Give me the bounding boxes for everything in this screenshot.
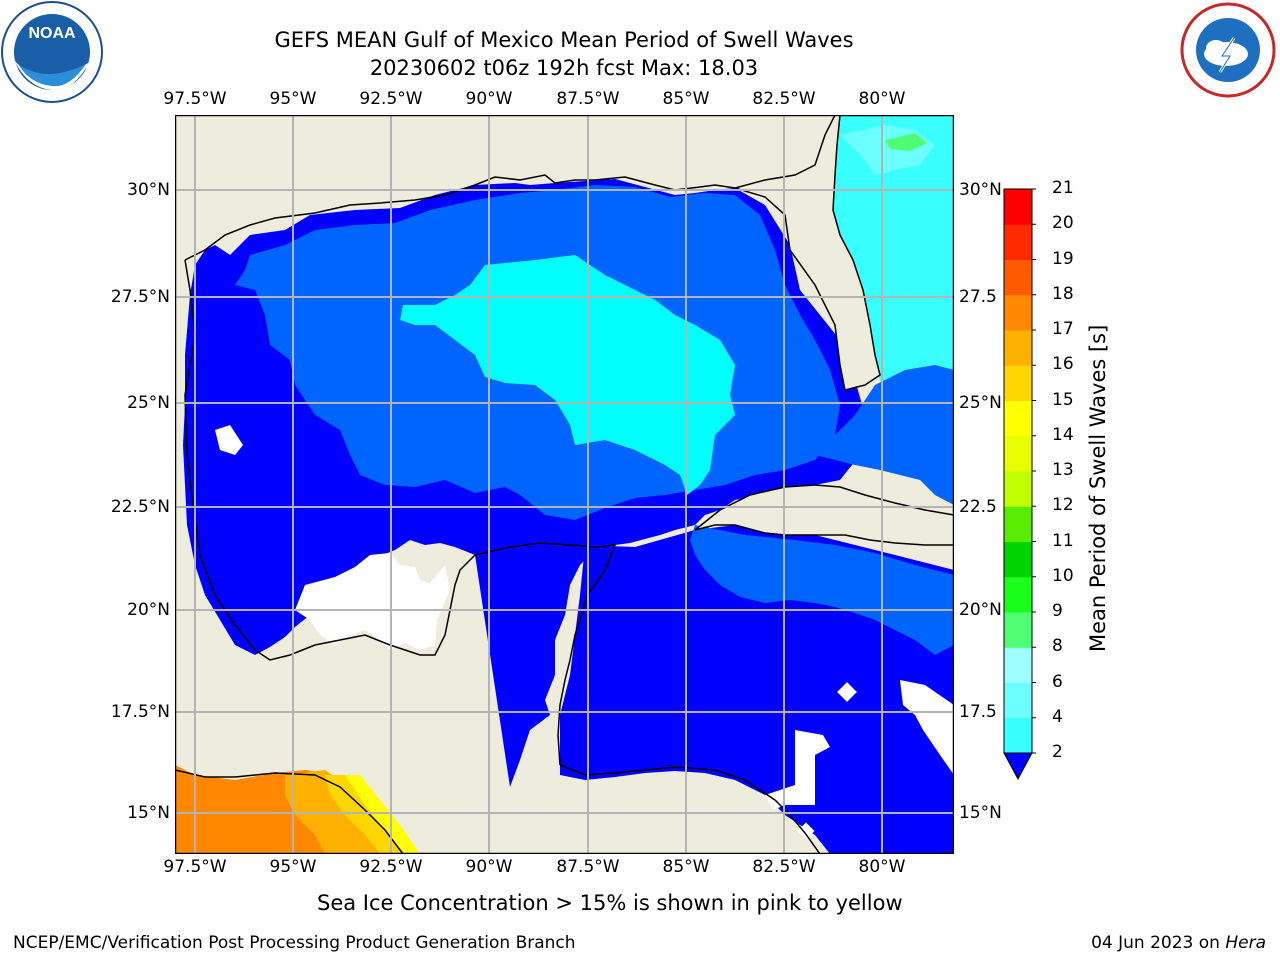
footer-machine: Hera <box>1225 933 1266 953</box>
footer-date: 04 Jun 2023 on Hera <box>1091 933 1266 953</box>
colorbar-segment <box>1004 365 1032 401</box>
pacific-coastline <box>175 769 404 854</box>
pacific-yellow-band <box>345 775 420 854</box>
colorbar-tick-label: 21 <box>1052 178 1074 198</box>
central-america-coastline <box>559 764 821 854</box>
no-data-patch-east-caribbean <box>900 680 954 775</box>
colorbar-tick-label: 11 <box>1052 530 1074 551</box>
sea-ice-note: Sea Ice Concentration > 15% is shown in … <box>317 891 903 915</box>
colorbar-tick-label: 4 <box>1052 706 1063 727</box>
lon-tick-bottom: 97.5°W <box>163 857 227 877</box>
colorbar-tick-label: 8 <box>1052 636 1063 657</box>
lat-tick-left: 15°N <box>127 803 170 823</box>
no-data-patch-west <box>215 425 243 455</box>
footer-branch: NCEP/EMC/Verification Post Processing Pr… <box>13 933 576 953</box>
colorbar-label: Mean Period of Swell Waves [s] <box>1086 324 1110 652</box>
footer-date-text: 04 Jun 2023 on <box>1091 933 1226 953</box>
lon-tick-bottom: 85°W <box>662 857 710 877</box>
lon-tick-top: 87.5°W <box>556 89 620 109</box>
colorbar-segment <box>1004 541 1032 578</box>
colorbar-under-triangle <box>1003 752 1033 781</box>
us-gulf-coastline <box>184 174 736 261</box>
colorbar-segment <box>1004 717 1032 754</box>
colorbar-tick-label: 17 <box>1052 319 1074 339</box>
colorbar-segment <box>1004 576 1032 613</box>
colorbar <box>1003 188 1036 781</box>
mexico-coastline <box>184 259 476 661</box>
caribbean-mid-period-region <box>690 525 954 655</box>
colorbar-tick-label: 16 <box>1052 354 1074 375</box>
colorbar-segment <box>1004 506 1032 542</box>
colorbar-segment <box>1004 259 1032 296</box>
colorbar-tick-label: 15 <box>1052 389 1074 410</box>
atlantic-green-patch <box>885 133 927 151</box>
lon-tick-top: 95°W <box>269 89 317 109</box>
lon-tick-bottom: 87.5°W <box>556 857 620 877</box>
colorbar-tick-label: 20 <box>1052 213 1074 234</box>
lon-tick-top: 85°W <box>662 89 710 109</box>
colorbar-segment <box>1004 400 1032 437</box>
lat-tick-left: 20°N <box>127 600 170 620</box>
lat-tick-left: 27.5°N <box>110 287 170 307</box>
nws-logo <box>1180 2 1276 98</box>
chart-title: GEFS MEAN Gulf of Mexico Mean Period of … <box>274 28 854 52</box>
colorbar-tick-label: 18 <box>1052 283 1074 304</box>
gulf-map <box>175 115 954 854</box>
colorbar-segment <box>1004 435 1032 472</box>
florida-coastline <box>732 115 954 391</box>
colorbar-segment <box>1004 471 1032 507</box>
lat-tick-right: 22.5 <box>959 497 997 517</box>
lon-tick-top: 80°W <box>858 89 906 109</box>
no-data-dot <box>837 682 857 702</box>
lon-tick-bottom: 80°W <box>858 857 906 877</box>
colorbar-tick-label: 2 <box>1052 742 1063 762</box>
no-data-patch-south <box>765 730 830 810</box>
lat-tick-left: 25°N <box>127 393 170 413</box>
lon-tick-bottom: 95°W <box>269 857 317 877</box>
lon-tick-bottom: 92.5°W <box>359 857 423 877</box>
yucatan-coastline <box>474 542 617 766</box>
colorbar-tick-label: 6 <box>1052 671 1063 692</box>
lat-tick-right: 25°N <box>959 393 1002 413</box>
svg-text:NOAA: NOAA <box>28 25 76 42</box>
lat-tick-left: 30°N <box>127 180 170 200</box>
lat-tick-right: 30°N <box>959 180 1002 200</box>
chart-subtitle: 20230602 t06z 192h fcst Max: 18.03 <box>369 56 759 80</box>
map-gridlines <box>175 115 954 854</box>
lat-tick-left: 22.5°N <box>110 497 170 517</box>
colorbar-tick-label: 9 <box>1052 601 1063 621</box>
lat-tick-right: 15°N <box>959 803 1002 823</box>
no-data-patch-central <box>295 553 450 650</box>
colorbar-segment <box>1004 682 1032 719</box>
lat-tick-right: 17.5 <box>959 702 997 722</box>
lon-tick-top: 92.5°W <box>359 89 423 109</box>
lat-tick-left: 17.5°N <box>110 702 170 722</box>
noaa-logo: NOAA <box>1 1 103 103</box>
colorbar-segment <box>1004 612 1032 648</box>
colorbar-segment <box>1004 294 1032 331</box>
cuba-landmass <box>694 484 954 546</box>
gulf-long-period-region <box>400 255 735 495</box>
colorbar-segment <box>1004 189 1032 225</box>
lon-tick-top: 90°W <box>465 89 513 109</box>
lon-tick-bottom: 82.5°W <box>752 857 816 877</box>
colorbar-tick-label: 10 <box>1052 565 1074 586</box>
lon-tick-top: 82.5°W <box>752 89 816 109</box>
colorbar-segment <box>1004 330 1032 366</box>
colorbar-tick-label: 19 <box>1052 248 1074 269</box>
map-frame <box>175 115 954 854</box>
lon-tick-bottom: 90°W <box>465 857 513 877</box>
lon-tick-top: 97.5°W <box>163 89 227 109</box>
lat-tick-right: 27.5 <box>959 287 997 307</box>
no-data-dot <box>797 822 815 840</box>
colorbar-segment <box>1004 647 1032 683</box>
colorbar-tick-label: 13 <box>1052 460 1074 480</box>
colorbar-segment <box>1004 224 1032 260</box>
lat-tick-right: 20°N <box>959 600 1002 620</box>
straits-mid-period-region <box>815 365 954 505</box>
atlantic-ocean-region <box>830 115 954 395</box>
colorbar-tick-label: 12 <box>1052 495 1074 516</box>
colorbar-tick-label: 14 <box>1052 424 1074 445</box>
